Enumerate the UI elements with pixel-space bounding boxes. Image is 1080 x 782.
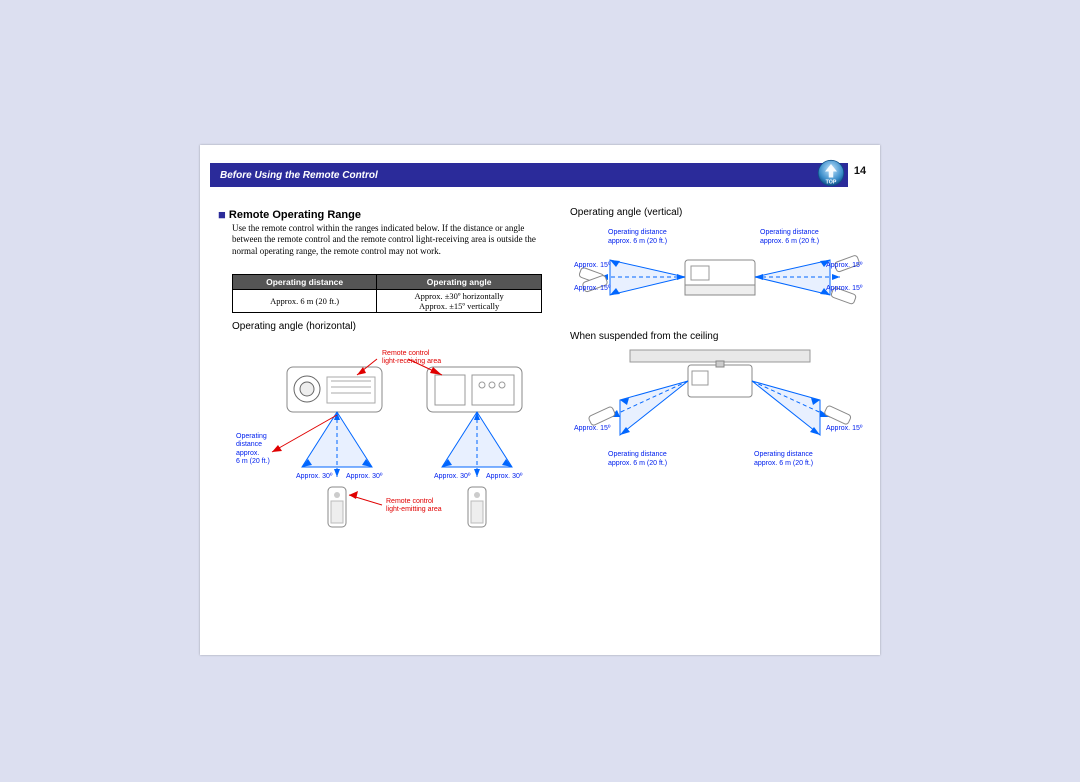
svg-text:TOP: TOP [826, 180, 837, 186]
bullet-icon: ■ [218, 207, 226, 222]
subtitle-horizontal: Operating angle (horizontal) [232, 321, 356, 332]
section-header: Before Using the Remote Control [210, 163, 848, 187]
table-row: Operating distance Operating angle [233, 275, 542, 290]
label-a30: Approx. 30º [486, 473, 522, 481]
page-number: 14 [848, 165, 872, 177]
section-title: ■ Remote Operating Range [218, 207, 361, 222]
top-icon: TOP [816, 158, 846, 188]
section-body: Use the remote control within the ranges… [232, 223, 544, 257]
page: Before Using the Remote Control TOP 14 ■… [200, 145, 880, 655]
header-title: Before Using the Remote Control [220, 170, 378, 181]
label-opdist: Operating distance [608, 229, 667, 237]
label-a15: Approx. 15º [826, 425, 862, 433]
label-recv: Remote control light-receiving area [382, 350, 441, 367]
td-distance: Approx. 6 m (20 ft.) [233, 290, 377, 313]
label-a15: Approx. 15º [826, 262, 862, 270]
th-distance: Operating distance [233, 275, 377, 290]
label-a30: Approx. 30º [434, 473, 470, 481]
label-opdist: Operating distance [608, 451, 667, 459]
label-opdist6: approx. 6 m (20 ft.) [608, 460, 667, 468]
label-a30: Approx. 30º [346, 473, 382, 481]
diagram-horizontal [232, 337, 552, 552]
subtitle-ceiling: When suspended from the ceiling [570, 331, 718, 342]
label-a15: Approx. 15º [574, 285, 610, 293]
label-emit: Remote control light-emitting area [386, 498, 442, 515]
label-a15: Approx. 15º [574, 425, 610, 433]
label-opdist: Operating distance [754, 451, 813, 459]
label-opdist-multi: Operating distance approx. 6 m (20 ft.) [236, 433, 270, 467]
spec-table: Operating distance Operating angle Appro… [232, 274, 542, 313]
th-angle: Operating angle [377, 275, 542, 290]
label-opdist6: approx. 6 m (20 ft.) [608, 238, 667, 246]
label-a15: Approx. 15º [574, 262, 610, 270]
td-angle: Approx. ±30º horizontally Approx. ±15º v… [377, 290, 542, 313]
label-opdist: Operating distance [760, 229, 819, 237]
subtitle-vertical: Operating angle (vertical) [570, 207, 682, 218]
label-a30: Approx. 30º [296, 473, 332, 481]
section-heading-text: Remote Operating Range [229, 209, 361, 221]
label-a15: Approx. 15º [826, 285, 862, 293]
label-opdist6: approx. 6 m (20 ft.) [754, 460, 813, 468]
table-row: Approx. 6 m (20 ft.) Approx. ±30º horizo… [233, 290, 542, 313]
label-opdist6: approx. 6 m (20 ft.) [760, 238, 819, 246]
